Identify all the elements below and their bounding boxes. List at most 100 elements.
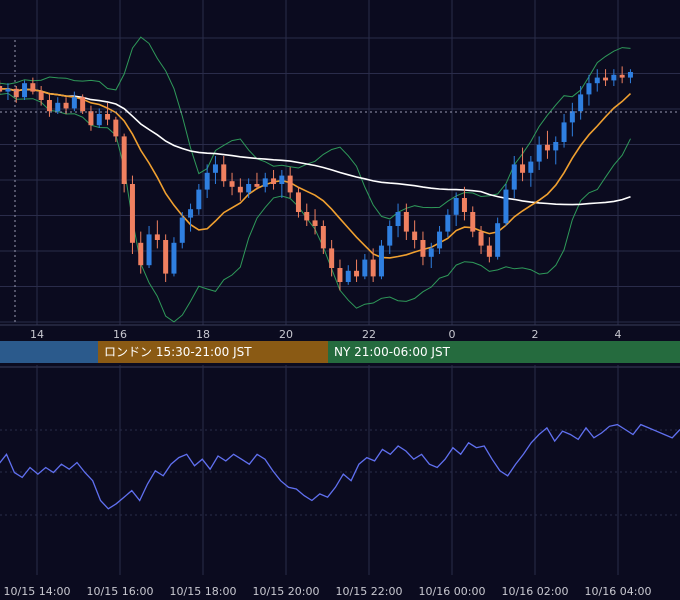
bollinger-upper-line [0, 36, 631, 220]
candle-body [453, 198, 459, 215]
candle-body [254, 184, 260, 187]
candle-body [179, 217, 185, 243]
candle-body [420, 240, 426, 257]
candle-body [221, 164, 227, 182]
candle-body [212, 164, 218, 173]
candle-body [461, 198, 467, 212]
candle-body [304, 212, 310, 221]
candle-body [0, 86, 3, 92]
candle-body [395, 212, 401, 226]
candle-body [171, 242, 177, 274]
candle-body [370, 259, 376, 277]
candle-body [229, 181, 235, 187]
candle-body [627, 72, 633, 78]
candle-body [544, 144, 550, 151]
candle-body [470, 212, 476, 232]
oscillator-line [0, 423, 680, 510]
candle-body [611, 74, 617, 81]
candle-body [412, 231, 418, 240]
candle-body [96, 114, 102, 126]
candle-body [5, 88, 11, 92]
x-tick-label: 20 [279, 328, 293, 340]
x-tick-label: 10/15 18:00 [170, 585, 237, 598]
candle-body [403, 212, 409, 232]
candle-body [536, 144, 542, 162]
oscillator-chart[interactable]: 10/15 14:00 10/15 16:00 10/15 18:00 10/15 2… [0, 365, 680, 600]
x-tick-label: 10/15 22:00 [336, 585, 403, 598]
candle-body [594, 77, 600, 84]
candle-body [561, 122, 567, 142]
candle-body [246, 184, 252, 193]
candle-body [320, 226, 326, 249]
candle-body [378, 245, 384, 277]
x-tick-label: 14 [30, 328, 44, 340]
candle-body [337, 268, 343, 282]
candle-body [295, 192, 301, 212]
candle-body [511, 164, 517, 190]
candle-body [503, 189, 509, 224]
candle-body [586, 83, 592, 95]
candle-body [329, 248, 335, 268]
candle-body [113, 119, 119, 137]
candle-body [105, 114, 111, 120]
candle-body [129, 184, 135, 243]
candle-body [437, 231, 443, 249]
candle-body [13, 88, 19, 98]
candle-body [38, 91, 44, 100]
session-bar: ロンドン 15:30-21:00 JST NY 21:00-06:00 JST [0, 341, 680, 363]
candle-body [55, 102, 61, 112]
candle-body [30, 83, 36, 92]
candle-body [188, 209, 194, 218]
candle-body [345, 270, 351, 282]
session-london: ロンドン 15:30-21:00 JST [98, 341, 328, 363]
candle-body [154, 234, 160, 240]
candle-body [495, 223, 501, 257]
x-tick-label: 18 [196, 328, 210, 340]
candle-body [88, 111, 94, 126]
candle-body [146, 234, 152, 266]
candle-body [478, 231, 484, 246]
bollinger-lower-line [0, 92, 631, 323]
candle-body [262, 178, 268, 187]
x-tick-label: 0 [449, 328, 456, 340]
candle-body [362, 259, 368, 277]
fast-moving-average-line [0, 88, 632, 259]
x-tick-label: 10/15 20:00 [253, 585, 320, 598]
x-tick-label: 10/16 00:00 [419, 585, 486, 598]
candle-body [271, 178, 277, 184]
candle-body [312, 220, 318, 226]
x-tick-label: 10/15 16:00 [87, 585, 154, 598]
x-tick-label: 10/16 02:00 [502, 585, 569, 598]
candle-body [279, 175, 285, 184]
candle-body [387, 226, 393, 246]
candle-body [196, 189, 202, 210]
candle-body [63, 102, 69, 109]
candle-body [569, 111, 575, 123]
candle-body [354, 270, 360, 277]
candle-body [237, 186, 243, 193]
x-tick-label: 10/16 04:00 [585, 585, 652, 598]
x-tick-label: 4 [615, 328, 622, 340]
candle-body [619, 74, 625, 78]
session-tokyo [0, 341, 98, 363]
candle-body [71, 97, 77, 109]
candle-body [138, 242, 144, 266]
candle-body [204, 172, 210, 190]
candle-body [603, 77, 609, 81]
price-chart[interactable]: 14 16 18 20 22 0 2 4 [0, 0, 680, 340]
candle-body [553, 142, 559, 151]
x-tick-label: 22 [362, 328, 376, 340]
slow-moving-average-line [0, 88, 631, 206]
x-tick-label: 10/15 14:00 [4, 585, 71, 598]
candle-body [528, 161, 534, 173]
candle-body [121, 136, 127, 184]
candle-body [46, 100, 52, 112]
candle-body [578, 94, 584, 112]
candle-body [486, 245, 492, 257]
candle-body [428, 248, 434, 257]
candle-body [287, 175, 293, 193]
x-tick-label: 16 [113, 328, 127, 340]
candle-body [163, 240, 169, 274]
candle-body [80, 97, 86, 112]
candle-body [22, 83, 28, 98]
